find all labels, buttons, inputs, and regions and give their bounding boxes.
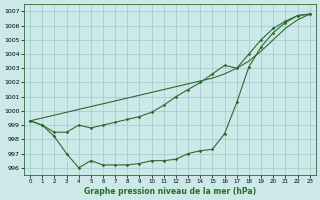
X-axis label: Graphe pression niveau de la mer (hPa): Graphe pression niveau de la mer (hPa) [84,187,256,196]
